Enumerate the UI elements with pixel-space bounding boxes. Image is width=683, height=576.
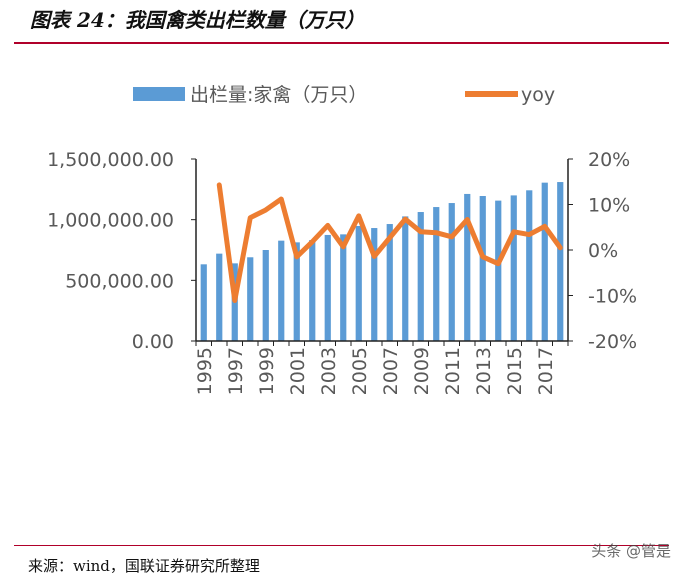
right-tick-label: -20%: [588, 331, 637, 353]
footer-divider: [14, 545, 669, 546]
right-tick-label: 0%: [588, 240, 618, 262]
legend-bar-swatch: [133, 87, 185, 101]
x-tick-label: 2003: [318, 347, 340, 395]
bar-2016: [526, 190, 532, 341]
watermark: 头条 @管是: [591, 540, 671, 561]
bar-2010: [433, 207, 439, 341]
x-tick-label: 2009: [411, 347, 433, 395]
bar-2017: [542, 183, 548, 341]
bar-1996: [216, 254, 222, 341]
bar-2018: [557, 182, 563, 341]
x-tick-label: 1999: [256, 347, 278, 395]
x-tick-label: 1995: [194, 347, 216, 395]
right-tick-label: -10%: [588, 286, 637, 308]
left-tick-label: 1,500,000.00: [47, 149, 174, 171]
x-tick-label: 2001: [287, 347, 309, 395]
bar-2005: [356, 226, 362, 341]
bar-2000: [278, 241, 284, 341]
bar-2011: [449, 203, 455, 341]
left-tick-label: 500,000.00: [65, 270, 174, 292]
bar-1999: [263, 250, 269, 341]
bar-2014: [495, 201, 501, 341]
bar-2004: [340, 234, 346, 341]
x-tick-label: 2007: [380, 347, 402, 395]
bar-2002: [309, 240, 315, 341]
x-tick-label: 2015: [504, 347, 526, 395]
bar-2012: [464, 194, 470, 341]
source-note: 来源：wind，国联证券研究所整理: [28, 555, 260, 576]
left-tick-label: 1,000,000.00: [47, 210, 174, 232]
x-tick-label: 1997: [225, 347, 247, 395]
right-tick-label: 20%: [588, 149, 630, 171]
legend-line-label: yoy: [521, 84, 555, 106]
x-tick-label: 2013: [473, 347, 495, 395]
x-tick-label: 2011: [442, 347, 464, 395]
bar-1998: [247, 257, 253, 341]
bar-2013: [480, 196, 486, 341]
bar-2015: [511, 195, 517, 341]
bar-1995: [201, 264, 207, 341]
left-tick-label: 0.00: [132, 331, 174, 353]
bar-2003: [325, 235, 331, 341]
legend-bar-label: 出栏量:家禽（万只）: [190, 84, 367, 106]
x-tick-label: 2017: [535, 347, 557, 395]
x-tick-label: 2005: [349, 347, 371, 395]
right-tick-label: 10%: [588, 195, 630, 217]
bar-2008: [402, 216, 408, 341]
